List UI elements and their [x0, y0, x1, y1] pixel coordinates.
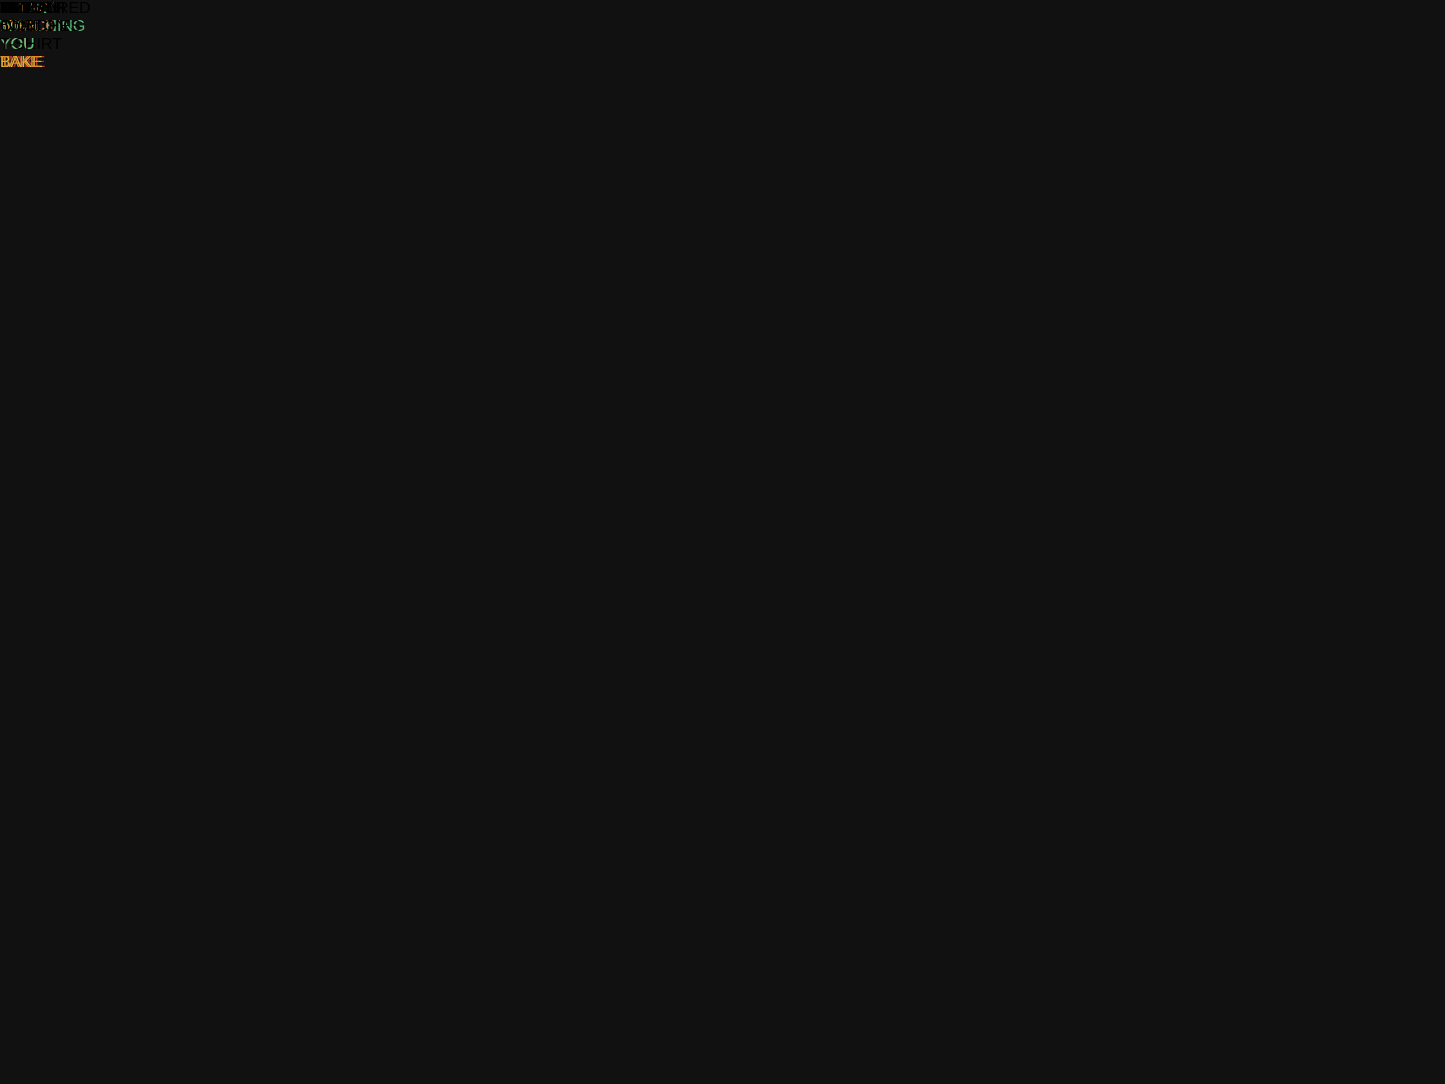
row-xl-width: 24: [0, 0, 18, 17]
print-line-1: EVERY SNACK YOU MAKE: [0, 0, 56, 71]
row-2xl-width: 26: [0, 0, 18, 17]
row-4xl-size: 4XL: [0, 0, 29, 17]
row-s-size: S: [0, 0, 11, 17]
measurement-unit-note: MEASURED IN INCHES: [0, 0, 91, 35]
column-header-length: LENGTH: [0, 0, 65, 17]
column-header-width: WIDTH: [0, 0, 53, 17]
product-name: HEAVY COTTON T-SHIRT: [0, 0, 68, 53]
row-2xl-size: 2XL: [0, 0, 29, 17]
print-line-2: EVERY MEAL YOU BAKE: [0, 0, 54, 71]
row-m-size: M: [0, 0, 14, 17]
row-2xl-length: 32.5: [0, 0, 32, 17]
column-header-size: SIZE: [0, 0, 36, 17]
size-chart-title: Size Chart: [0, 0, 40, 35]
row-m-width: 20: [0, 0, 18, 17]
row-4xl-length: 34.5: [0, 0, 32, 17]
row-3xl-size: 3XL: [0, 0, 29, 17]
row-l-size: L: [0, 0, 9, 17]
width-label: WIDTH: [0, 0, 53, 17]
row-xl-size: XL: [0, 0, 20, 17]
row-5xl-width: 32: [0, 0, 18, 17]
row-s-length: 28.5: [0, 0, 32, 17]
row-3xl-width: 28: [0, 0, 18, 17]
row-3xl-length: 33.5: [0, 0, 32, 17]
row-5xl-size: 5XL: [0, 0, 29, 17]
row-l-width: 22: [0, 0, 18, 17]
row-xl-length: 31.5: [0, 0, 32, 17]
row-m-length: 29.5: [0, 0, 32, 17]
row-l-length: 30.5: [0, 0, 32, 17]
length-label: LENGTH: [0, 0, 65, 17]
print-line-4: I'LL BE WATCHING YOU: [0, 0, 86, 53]
row-4xl-width: 30: [0, 0, 18, 17]
print-line-3: EVERY BITE YOU TAKE: [0, 0, 54, 71]
brand-name: GILDAN 5000: [0, 0, 60, 35]
row-5xl-length: 35.5: [0, 0, 32, 17]
row-s-width: 18: [0, 0, 18, 17]
